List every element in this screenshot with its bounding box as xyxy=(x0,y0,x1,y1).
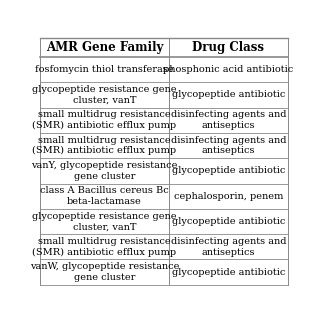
Text: AMR Gene Family: AMR Gene Family xyxy=(46,41,163,54)
Text: small multidrug resistance
(SMR) antibiotic efflux pump: small multidrug resistance (SMR) antibio… xyxy=(32,237,177,257)
Text: Drug Class: Drug Class xyxy=(193,41,265,54)
Text: cephalosporin, penem: cephalosporin, penem xyxy=(174,192,283,201)
Text: glycopeptide antibiotic: glycopeptide antibiotic xyxy=(172,166,285,175)
Text: glycopeptide resistance gene
cluster, vanT: glycopeptide resistance gene cluster, va… xyxy=(32,85,177,105)
Text: vanY, glycopeptide resistance
gene cluster: vanY, glycopeptide resistance gene clust… xyxy=(31,161,178,181)
Text: small multidrug resistance
(SMR) antibiotic efflux pump: small multidrug resistance (SMR) antibio… xyxy=(32,110,177,130)
Text: class A Bacillus cereus Bc
beta-lactamase: class A Bacillus cereus Bc beta-lactamas… xyxy=(40,186,169,206)
Text: glycopeptide antibiotic: glycopeptide antibiotic xyxy=(172,268,285,276)
Text: disinfecting agents and
antiseptics: disinfecting agents and antiseptics xyxy=(171,136,286,156)
Text: phosphonic acid antibiotic: phosphonic acid antibiotic xyxy=(163,65,294,74)
Text: glycopeptide resistance gene
cluster, vanT: glycopeptide resistance gene cluster, va… xyxy=(32,212,177,231)
Text: glycopeptide antibiotic: glycopeptide antibiotic xyxy=(172,90,285,100)
Text: small multidrug resistance
(SMR) antibiotic efflux pump: small multidrug resistance (SMR) antibio… xyxy=(32,136,177,156)
Text: vanW, glycopeptide resistance
gene cluster: vanW, glycopeptide resistance gene clust… xyxy=(30,262,179,282)
Text: disinfecting agents and
antiseptics: disinfecting agents and antiseptics xyxy=(171,110,286,130)
Text: glycopeptide antibiotic: glycopeptide antibiotic xyxy=(172,217,285,226)
Text: disinfecting agents and
antiseptics: disinfecting agents and antiseptics xyxy=(171,237,286,257)
Text: fosfomycin thiol transferase: fosfomycin thiol transferase xyxy=(35,65,174,74)
